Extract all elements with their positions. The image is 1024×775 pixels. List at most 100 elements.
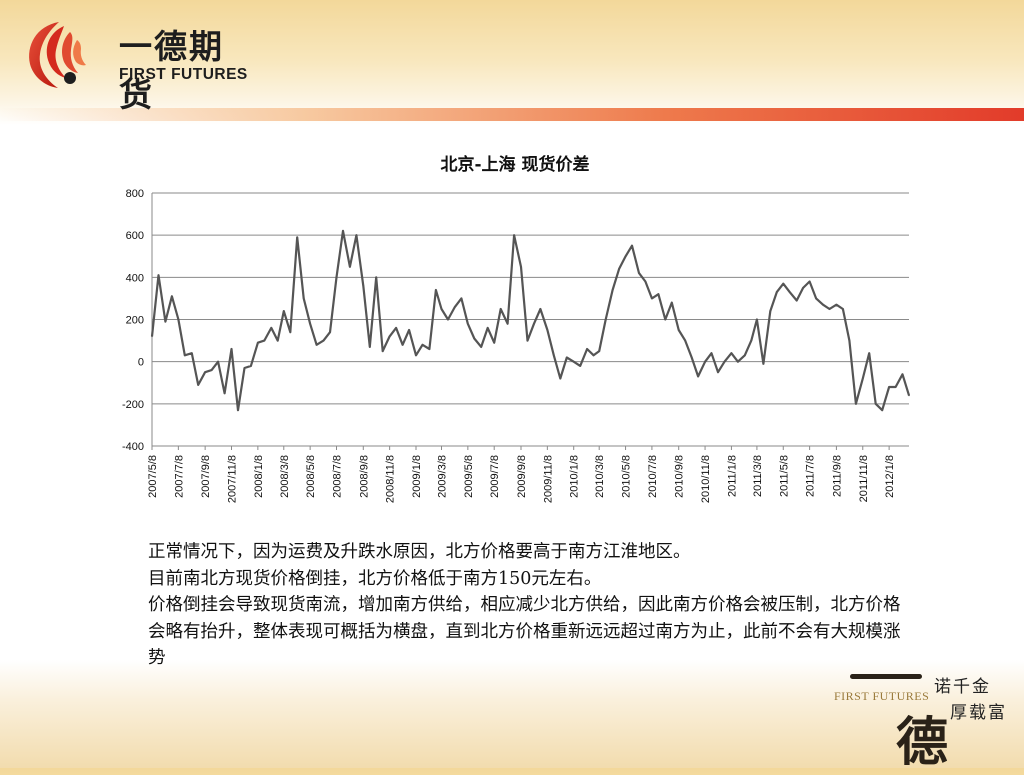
y-tick-label: 200 <box>126 315 144 327</box>
x-tick-label: 2008/5/8 <box>305 455 317 498</box>
data-point <box>263 339 266 342</box>
data-point <box>440 308 443 310</box>
data-point <box>586 348 588 350</box>
data-point <box>322 339 325 342</box>
data-point <box>401 344 404 346</box>
data-point <box>598 350 600 352</box>
data-point <box>788 291 791 293</box>
data-point <box>197 384 199 386</box>
data-point <box>539 308 542 310</box>
x-tick-label: 2009/9/8 <box>516 455 528 498</box>
data-point <box>579 365 581 367</box>
data-point <box>204 371 206 373</box>
x-tick-label: 2011/7/8 <box>805 455 817 497</box>
data-point <box>624 255 627 258</box>
footer-brand: 诺千金 厚载富 FIRST FUTURES 德 <box>830 662 1020 773</box>
data-point <box>177 318 180 321</box>
data-point <box>191 352 193 354</box>
data-point <box>355 234 358 236</box>
data-point <box>881 409 883 411</box>
data-point <box>243 367 246 369</box>
data-point <box>631 244 633 247</box>
brand-en: FIRST FUTURES <box>834 689 930 703</box>
y-tick-label: 600 <box>126 230 144 242</box>
data-point <box>697 375 699 378</box>
data-point <box>428 348 431 350</box>
data-point <box>638 272 640 274</box>
data-point <box>744 354 746 357</box>
y-tick-label: 800 <box>126 188 144 200</box>
company-logo: 一德期货 FIRST FUTURES <box>24 18 254 114</box>
data-point <box>848 339 851 342</box>
data-point <box>730 352 733 354</box>
data-point <box>664 318 667 321</box>
data-point <box>223 392 226 395</box>
data-point <box>335 276 338 279</box>
data-point <box>296 236 298 239</box>
x-tick-label: 2010/7/8 <box>647 455 659 498</box>
data-point <box>704 360 706 363</box>
y-tick-label: -200 <box>122 399 144 411</box>
data-point <box>717 371 719 373</box>
x-tick-label: 2010/3/8 <box>594 455 606 498</box>
slogan-line-1: 诺千金 <box>934 677 991 697</box>
data-point <box>362 285 365 287</box>
data-point <box>369 346 371 348</box>
data-point <box>908 394 910 397</box>
data-point <box>710 352 713 354</box>
x-tick-label: 2008/1/8 <box>253 455 265 498</box>
data-point <box>408 329 410 331</box>
data-point <box>499 308 502 310</box>
data-point <box>874 403 877 405</box>
data-point <box>862 377 864 380</box>
data-point <box>480 346 483 348</box>
y-tick-label: -400 <box>122 441 144 453</box>
data-point <box>592 354 595 357</box>
x-tick-label: 2007/7/8 <box>173 455 185 498</box>
data-point <box>157 274 160 276</box>
data-point <box>388 335 391 338</box>
data-point <box>302 297 305 300</box>
data-point <box>815 297 817 300</box>
data-point <box>888 386 890 388</box>
y-tick-label: 400 <box>126 272 144 284</box>
data-point <box>894 386 897 388</box>
x-tick-label: 2009/7/8 <box>489 455 501 498</box>
data-point <box>513 234 515 236</box>
data-point <box>776 291 778 293</box>
data-point <box>349 266 351 268</box>
data-point <box>901 373 904 376</box>
data-point <box>257 341 259 344</box>
data-point <box>250 365 252 367</box>
data-point <box>802 287 804 289</box>
x-tick-label: 2007/9/8 <box>200 455 212 498</box>
data-point <box>171 295 173 298</box>
data-point <box>795 299 798 302</box>
x-tick-label: 2008/11/8 <box>385 455 397 503</box>
x-tick-label: 2009/3/8 <box>436 455 448 498</box>
x-tick-label: 2009/1/8 <box>411 455 423 498</box>
data-point <box>375 276 378 279</box>
x-tick-label: 2011/5/8 <box>778 455 790 497</box>
data-point <box>671 301 673 304</box>
data-point <box>657 293 660 295</box>
data-point <box>447 318 449 321</box>
data-point <box>486 327 489 329</box>
data-point <box>868 352 870 354</box>
data-point <box>329 331 331 333</box>
data-point <box>762 363 765 365</box>
header-band <box>0 108 1024 121</box>
x-tick-label: 2010/9/8 <box>674 455 686 498</box>
data-point <box>210 369 213 371</box>
data-point <box>690 356 693 359</box>
data-point <box>822 303 824 306</box>
data-point <box>217 360 219 363</box>
data-point <box>276 339 279 342</box>
x-tick-label: 2008/3/8 <box>279 455 291 498</box>
data-point <box>737 360 739 363</box>
data-point <box>808 280 811 283</box>
data-point <box>454 306 456 308</box>
x-tick-label: 2009/11/8 <box>542 455 554 503</box>
data-point <box>526 339 529 342</box>
